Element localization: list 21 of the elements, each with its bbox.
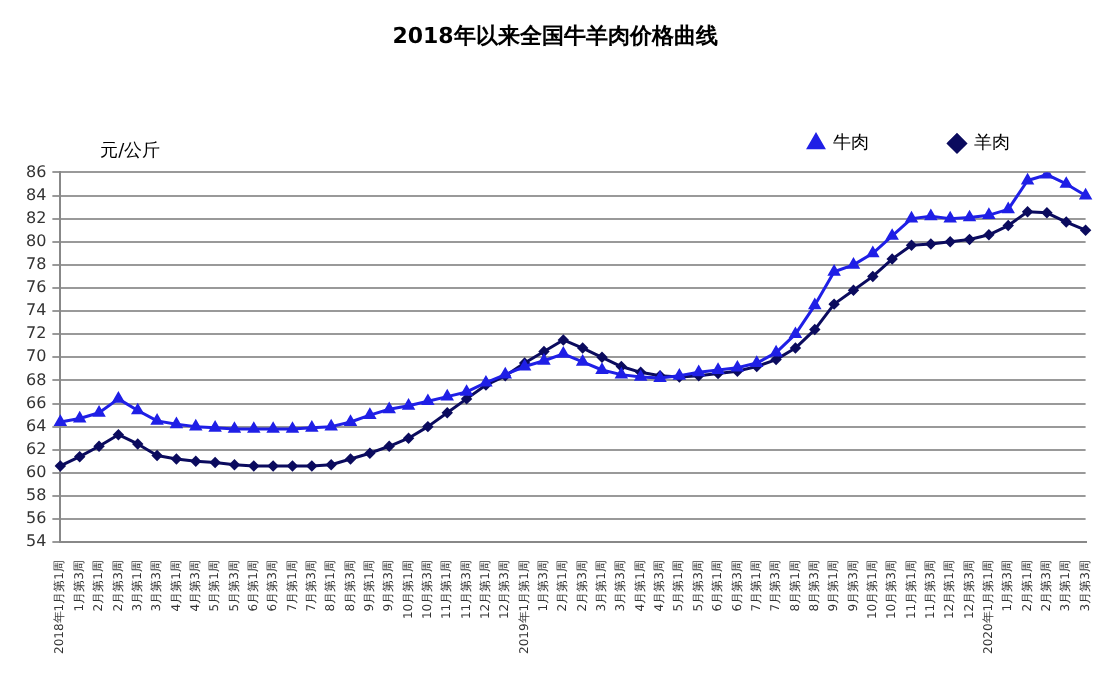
y-tick-label: 74 xyxy=(25,301,47,320)
legend-label: 羊肉 xyxy=(974,132,1010,155)
y-tick-label: 72 xyxy=(25,324,47,343)
y-tick-label: 58 xyxy=(25,486,47,505)
y-axis-title: 元/公斤 xyxy=(100,140,161,163)
y-tick-label: 70 xyxy=(25,347,47,366)
y-tick-label: 54 xyxy=(25,532,47,551)
y-tick-label: 60 xyxy=(25,463,47,482)
y-tick-label: 84 xyxy=(25,185,47,204)
chart-title: 2018年以来全国牛羊肉价格曲线 xyxy=(392,22,718,49)
y-tick-label: 78 xyxy=(25,255,47,273)
y-tick-label: 80 xyxy=(25,231,47,250)
y-tick-label: 76 xyxy=(25,278,47,297)
y-tick-label: 56 xyxy=(25,509,47,528)
legend-label: 牛肉 xyxy=(833,132,869,155)
y-tick-label: 64 xyxy=(25,416,47,435)
y-tick-label: 86 xyxy=(25,162,47,181)
y-tick-label: 62 xyxy=(25,439,47,458)
y-tick-label: 82 xyxy=(25,208,47,227)
y-tick-label: 66 xyxy=(25,393,47,412)
y-tick-label: 68 xyxy=(25,370,47,389)
